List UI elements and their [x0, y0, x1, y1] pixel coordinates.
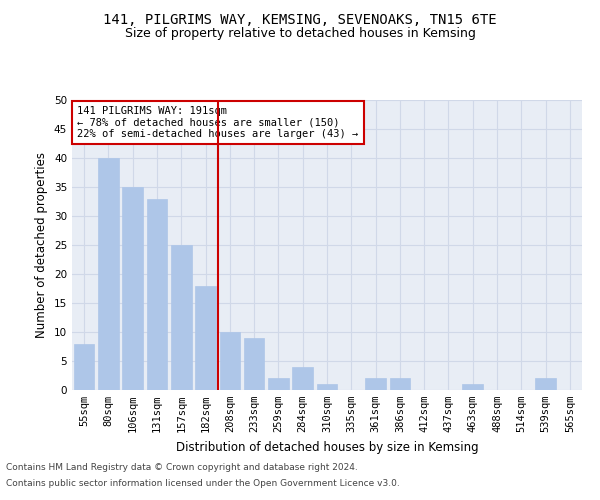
Bar	[463, 384, 483, 390]
X-axis label: Distribution of detached houses by size in Kemsing: Distribution of detached houses by size …	[176, 440, 478, 454]
Bar	[195, 286, 216, 390]
Bar	[365, 378, 386, 390]
Bar	[122, 187, 143, 390]
Bar	[317, 384, 337, 390]
Bar	[535, 378, 556, 390]
Bar	[220, 332, 240, 390]
Bar	[389, 378, 410, 390]
Bar	[98, 158, 119, 390]
Text: Contains HM Land Registry data © Crown copyright and database right 2024.: Contains HM Land Registry data © Crown c…	[6, 464, 358, 472]
Bar	[292, 367, 313, 390]
Text: Size of property relative to detached houses in Kemsing: Size of property relative to detached ho…	[125, 28, 475, 40]
Text: 141, PILGRIMS WAY, KEMSING, SEVENOAKS, TN15 6TE: 141, PILGRIMS WAY, KEMSING, SEVENOAKS, T…	[103, 12, 497, 26]
Text: Contains public sector information licensed under the Open Government Licence v3: Contains public sector information licen…	[6, 478, 400, 488]
Text: 141 PILGRIMS WAY: 191sqm
← 78% of detached houses are smaller (150)
22% of semi-: 141 PILGRIMS WAY: 191sqm ← 78% of detach…	[77, 106, 358, 139]
Bar	[171, 245, 191, 390]
Y-axis label: Number of detached properties: Number of detached properties	[35, 152, 49, 338]
Bar	[268, 378, 289, 390]
Bar	[74, 344, 94, 390]
Bar	[244, 338, 265, 390]
Bar	[146, 198, 167, 390]
